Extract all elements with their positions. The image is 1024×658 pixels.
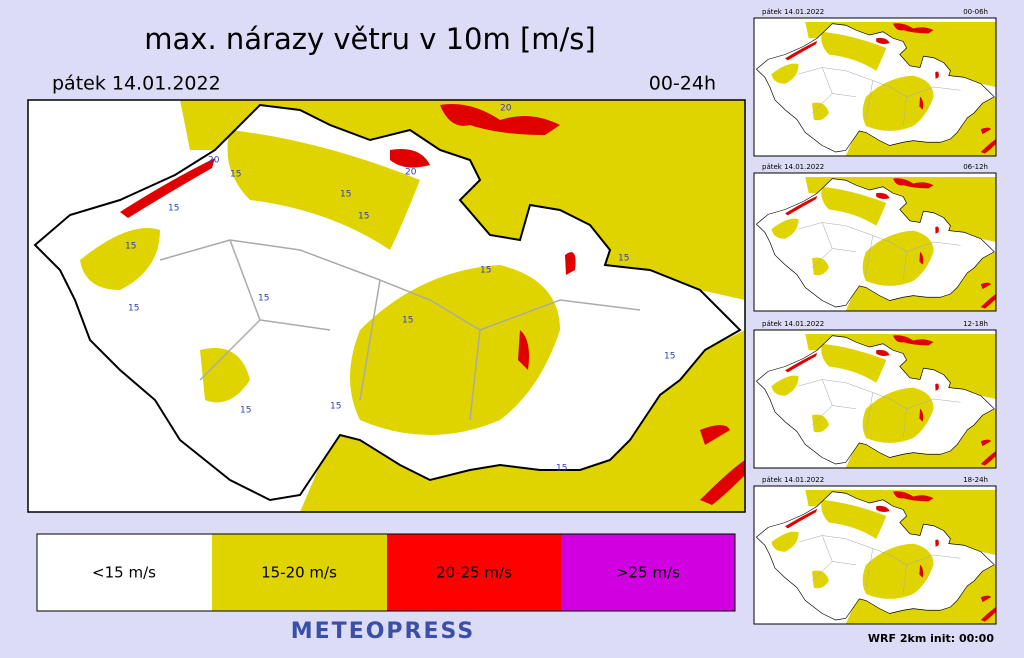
forecast-panel: pátek 14.01.2022 00-06h <box>753 8 997 157</box>
forecast-panel: pátek 14.01.2022 06-12h <box>753 163 997 312</box>
contour-label: 15 <box>402 316 413 326</box>
contour-label: 20 <box>500 104 512 114</box>
contour-label: 15 <box>330 402 341 412</box>
title: max. nárazy větru v 10m [m/s] <box>144 22 595 56</box>
legend-label: 20-25 m/s <box>436 564 512 582</box>
contour-label: 15 <box>618 254 629 264</box>
panel-period: 00-06h <box>963 8 988 16</box>
legend-label: >25 m/s <box>616 564 680 582</box>
panel-frame <box>753 17 997 157</box>
contour-label: 15 <box>258 294 269 304</box>
contour-label: 20 <box>208 156 220 166</box>
legend: <15 m/s 15-20 m/s 20-25 m/s >25 m/s <box>36 533 736 612</box>
panel-frame <box>753 485 997 625</box>
panel-map <box>754 22 996 156</box>
main-map: 15 15 15 15 15 15 15 15 15 15 15 15 15 15 20 20 20 <box>28 100 745 512</box>
panel-period: 18-24h <box>963 476 988 484</box>
forecast-panel: pátek 14.01.2022 18-24h <box>753 476 997 625</box>
contour-label: 15 <box>240 406 251 416</box>
period: 00-24h <box>649 73 716 95</box>
brand: METEOPRESS <box>291 619 475 644</box>
panel-period: 12-18h <box>963 320 988 328</box>
contour-label: 15 <box>340 190 351 200</box>
panel-date: pátek 14.01.2022 <box>762 163 824 171</box>
forecast-panel: pátek 14.01.2022 12-18h <box>753 320 997 469</box>
panel-map <box>754 177 996 311</box>
panel-period: 06-12h <box>963 163 988 171</box>
panel-date: pátek 14.01.2022 <box>762 476 824 484</box>
map-frame <box>27 99 746 513</box>
panel-date: pátek 14.01.2022 <box>762 320 824 328</box>
panel-frame <box>753 172 997 312</box>
legend-label: <15 m/s <box>92 564 156 582</box>
legend-label: 15-20 m/s <box>261 564 337 582</box>
contour-label: 20 <box>405 168 417 178</box>
footer: WRF 2km init: 00:00 <box>868 632 994 645</box>
panel-map <box>754 334 996 468</box>
panel-date: pátek 14.01.2022 <box>762 8 824 16</box>
date: pátek 14.01.2022 <box>52 73 221 95</box>
contour-label: 15 <box>128 304 139 314</box>
contour-label: 15 <box>480 266 491 276</box>
panel-frame <box>753 329 997 469</box>
contour-label: 15 <box>230 170 241 180</box>
contour-label: 15 <box>664 352 675 362</box>
contour-label: 15 <box>358 212 369 222</box>
contour-label: 15 <box>168 204 179 214</box>
panel-map <box>754 490 996 624</box>
contour-label: 15 <box>556 464 567 474</box>
contour-label: 15 <box>125 242 136 252</box>
